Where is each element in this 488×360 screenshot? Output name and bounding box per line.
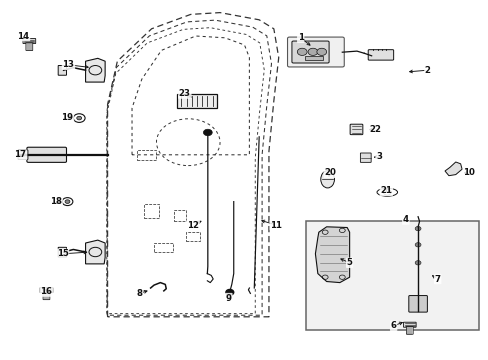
- FancyArrowPatch shape: [374, 156, 377, 158]
- Circle shape: [307, 48, 317, 55]
- FancyArrowPatch shape: [25, 35, 28, 38]
- Text: 11: 11: [270, 220, 282, 230]
- Text: 1: 1: [297, 33, 303, 42]
- Circle shape: [414, 243, 420, 247]
- Bar: [173, 210, 185, 221]
- FancyBboxPatch shape: [360, 153, 370, 162]
- FancyArrowPatch shape: [65, 251, 86, 254]
- FancyBboxPatch shape: [23, 39, 36, 44]
- Bar: [185, 232, 199, 241]
- FancyArrowPatch shape: [23, 153, 26, 156]
- Circle shape: [77, 116, 81, 120]
- FancyArrowPatch shape: [45, 288, 48, 291]
- FancyBboxPatch shape: [40, 288, 53, 293]
- FancyBboxPatch shape: [406, 327, 412, 334]
- Circle shape: [225, 289, 233, 295]
- FancyArrowPatch shape: [369, 128, 372, 131]
- Text: 14: 14: [18, 32, 29, 41]
- Text: 15: 15: [57, 249, 68, 258]
- FancyBboxPatch shape: [403, 322, 415, 327]
- Ellipse shape: [376, 188, 397, 196]
- Text: 16: 16: [41, 287, 52, 296]
- FancyBboxPatch shape: [26, 43, 33, 51]
- FancyBboxPatch shape: [349, 124, 362, 135]
- FancyArrowPatch shape: [142, 291, 147, 293]
- FancyArrowPatch shape: [431, 276, 435, 278]
- Polygon shape: [315, 227, 349, 283]
- FancyBboxPatch shape: [408, 296, 427, 312]
- Text: 4: 4: [402, 215, 408, 224]
- FancyBboxPatch shape: [291, 41, 328, 63]
- Text: 7: 7: [434, 275, 440, 284]
- Text: 10: 10: [463, 168, 474, 177]
- Text: 12: 12: [187, 220, 199, 230]
- Bar: [304, 56, 323, 60]
- Text: 2: 2: [424, 66, 430, 75]
- FancyArrowPatch shape: [187, 95, 191, 97]
- FancyBboxPatch shape: [27, 147, 66, 162]
- FancyArrowPatch shape: [409, 70, 424, 73]
- FancyBboxPatch shape: [43, 292, 50, 300]
- FancyBboxPatch shape: [58, 247, 66, 257]
- Text: 9: 9: [225, 294, 231, 302]
- Text: 20: 20: [324, 168, 335, 177]
- Text: 17: 17: [15, 150, 26, 159]
- Text: 3: 3: [375, 152, 381, 161]
- Bar: [154, 243, 172, 252]
- FancyBboxPatch shape: [287, 37, 344, 67]
- Circle shape: [65, 200, 70, 203]
- Circle shape: [414, 261, 420, 265]
- FancyArrowPatch shape: [58, 200, 61, 203]
- FancyArrowPatch shape: [71, 65, 88, 68]
- Text: 23: 23: [179, 89, 190, 98]
- Polygon shape: [444, 162, 461, 176]
- Ellipse shape: [320, 171, 334, 188]
- FancyArrowPatch shape: [195, 221, 201, 224]
- FancyArrowPatch shape: [395, 322, 402, 325]
- FancyArrowPatch shape: [261, 220, 273, 224]
- Text: 18: 18: [50, 197, 62, 206]
- Bar: [137, 150, 155, 160]
- FancyArrowPatch shape: [464, 171, 466, 174]
- Text: 21: 21: [380, 186, 391, 195]
- Text: 22: 22: [369, 125, 381, 134]
- FancyArrowPatch shape: [226, 294, 229, 297]
- Circle shape: [414, 226, 420, 231]
- Bar: [177, 94, 217, 108]
- Bar: [305, 221, 478, 330]
- Polygon shape: [85, 58, 105, 82]
- Circle shape: [316, 48, 326, 55]
- Text: 5: 5: [346, 258, 352, 267]
- Text: 19: 19: [61, 112, 73, 122]
- Bar: [144, 204, 159, 218]
- FancyArrowPatch shape: [384, 188, 387, 191]
- FancyArrowPatch shape: [302, 40, 309, 45]
- FancyBboxPatch shape: [58, 66, 66, 75]
- FancyArrowPatch shape: [404, 217, 407, 220]
- FancyArrowPatch shape: [69, 116, 72, 118]
- FancyArrowPatch shape: [328, 173, 330, 176]
- Circle shape: [203, 129, 212, 136]
- Text: 6: 6: [390, 321, 396, 330]
- Polygon shape: [85, 240, 105, 264]
- Text: 8: 8: [136, 289, 142, 298]
- Circle shape: [297, 48, 306, 55]
- FancyBboxPatch shape: [367, 50, 393, 60]
- Text: 13: 13: [62, 60, 74, 69]
- FancyBboxPatch shape: [18, 150, 28, 159]
- FancyArrowPatch shape: [340, 259, 346, 262]
